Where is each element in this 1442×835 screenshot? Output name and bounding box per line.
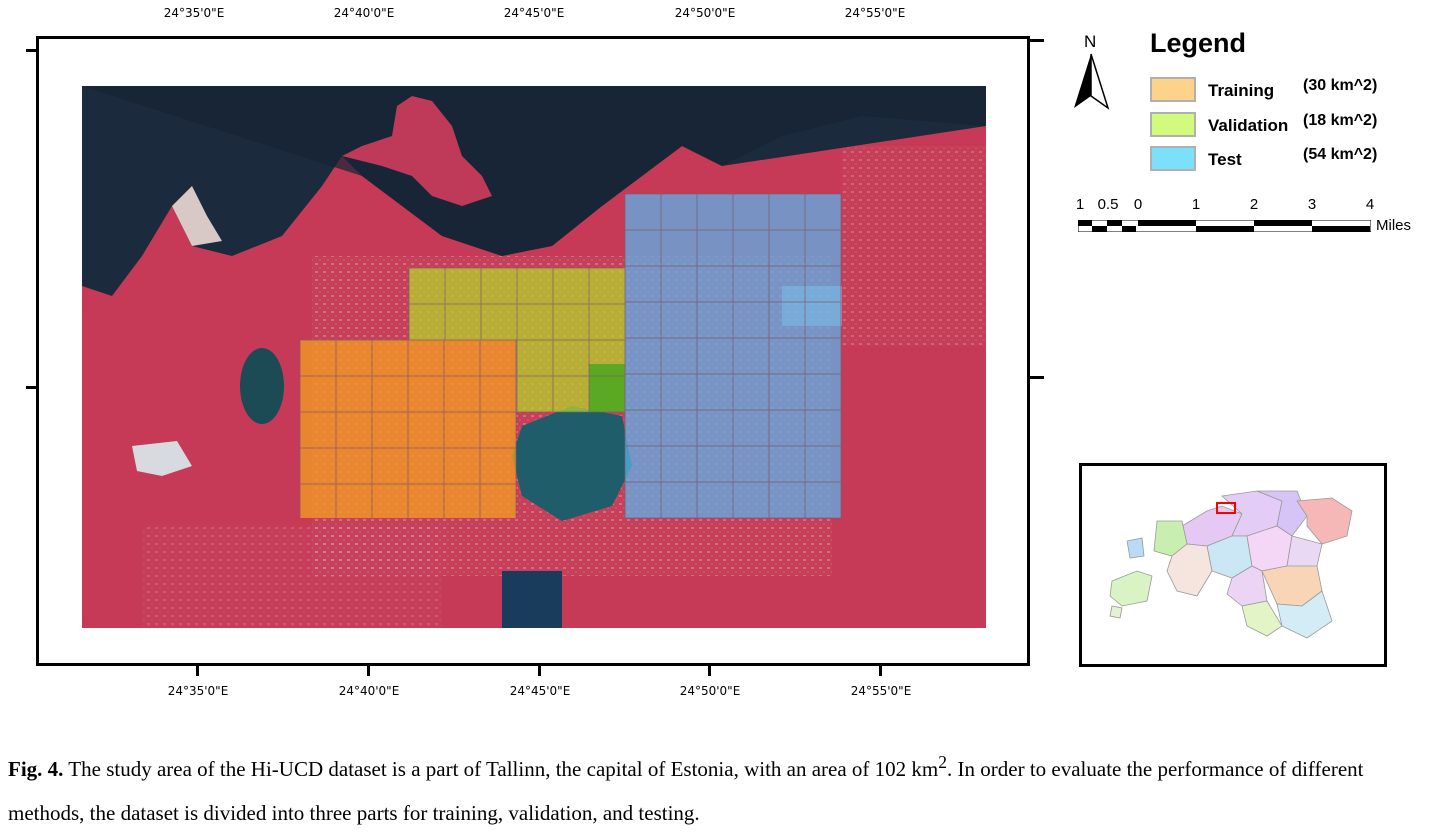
legend-area-validation: (18 km^2) bbox=[1303, 112, 1378, 129]
frame-tick bbox=[879, 666, 882, 676]
caption-superscript: 2 bbox=[938, 752, 948, 772]
bottom-coord-4: 24°50'0"E bbox=[679, 684, 741, 698]
north-arrow-icon bbox=[1074, 53, 1110, 110]
legend-swatch-training bbox=[1150, 77, 1196, 102]
tile-grid bbox=[299, 193, 842, 519]
satellite-map bbox=[82, 86, 986, 628]
scale-label: 0.5 bbox=[1097, 196, 1119, 213]
bottom-coord-3: 24°45'0"E bbox=[509, 684, 571, 698]
frame-tick bbox=[26, 386, 38, 389]
frame-tick bbox=[196, 666, 199, 676]
frame-tick bbox=[538, 666, 541, 676]
frame-tick bbox=[26, 49, 38, 52]
frame-tick bbox=[1030, 376, 1044, 379]
scale-label: 3 bbox=[1307, 196, 1317, 213]
scale-unit: Miles bbox=[1376, 217, 1412, 234]
caption-label: Fig. 4. bbox=[8, 757, 64, 781]
scale-label: 1 bbox=[1191, 196, 1201, 213]
legend-swatch-test bbox=[1150, 146, 1196, 171]
caption-text-1: The study area of the Hi-UCD dataset is … bbox=[63, 757, 939, 781]
scale-label: 2 bbox=[1249, 196, 1259, 213]
north-arrow: N bbox=[1072, 32, 1112, 112]
satellite-map-image bbox=[82, 86, 986, 628]
estonia-inset-image bbox=[1109, 490, 1353, 639]
legend-label-training: Training bbox=[1208, 81, 1275, 100]
bottom-coord-5: 24°55'0"E bbox=[850, 684, 912, 698]
legend-label-test: Test bbox=[1208, 150, 1242, 169]
legend-area-test: (54 km^2) bbox=[1303, 146, 1378, 163]
top-coord-2: 24°40'0"E bbox=[333, 6, 395, 20]
legend-area-training: (30 km^2) bbox=[1303, 77, 1378, 94]
legend-title: Legend bbox=[1150, 28, 1247, 58]
legend-label-validation: Validation bbox=[1208, 116, 1289, 135]
frame-tick bbox=[367, 666, 370, 676]
frame-tick bbox=[708, 666, 711, 676]
frame-tick bbox=[1030, 39, 1044, 42]
figure-caption: Fig. 4. The study area of the Hi-UCD dat… bbox=[8, 740, 1438, 835]
top-coord-1: 24°35'0"E bbox=[163, 6, 225, 20]
bottom-coord-1: 24°35'0"E bbox=[167, 684, 229, 698]
top-coord-4: 24°50'0"E bbox=[674, 6, 736, 20]
top-coord-3: 24°45'0"E bbox=[503, 6, 565, 20]
inset-map bbox=[1079, 463, 1387, 667]
scale-label: 1 bbox=[1075, 196, 1085, 213]
top-coord-5: 24°55'0"E bbox=[844, 6, 906, 20]
scale-label: 4 bbox=[1365, 196, 1375, 213]
scale-bar bbox=[1078, 220, 1371, 232]
scale-label: 0 bbox=[1133, 196, 1143, 213]
study-area-marker bbox=[1216, 502, 1236, 514]
bottom-coord-2: 24°40'0"E bbox=[338, 684, 400, 698]
north-label: N bbox=[1084, 32, 1097, 51]
legend-swatch-validation bbox=[1150, 112, 1196, 137]
